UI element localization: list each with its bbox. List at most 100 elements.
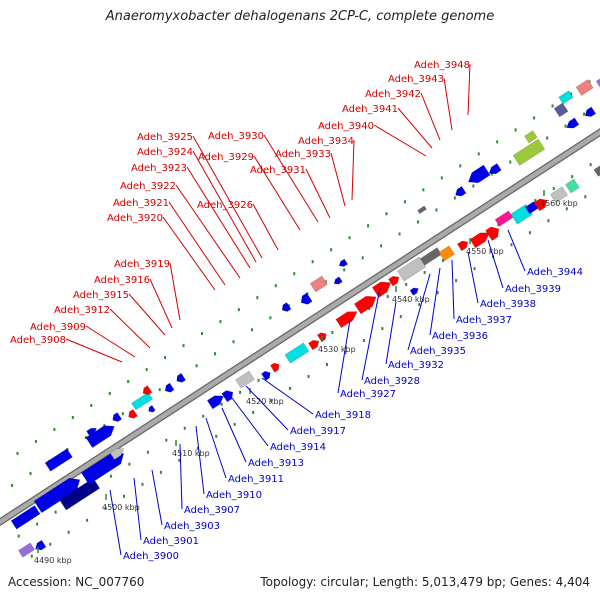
gene-shape	[595, 75, 600, 90]
gene-shape	[221, 390, 234, 403]
track-guide-dot	[306, 292, 309, 296]
tick-label: 4550 kbp	[466, 247, 504, 256]
track-guide-dot	[361, 256, 364, 260]
gene-feature	[18, 542, 35, 558]
leader-line	[151, 469, 163, 526]
gene-label: Adeh_3944	[527, 267, 583, 278]
gene-feature	[148, 405, 156, 413]
track-guide-dot	[362, 339, 365, 343]
track-guide-dot	[270, 398, 273, 402]
gene-feature	[300, 292, 313, 305]
leader-line	[451, 259, 455, 320]
leader-line	[305, 168, 331, 219]
gene-feature	[438, 245, 455, 262]
gene-feature	[86, 427, 97, 437]
gene-label: Adeh_3935	[410, 346, 466, 357]
track-guide-dot	[510, 243, 513, 247]
gene-label: Adeh_3917	[290, 426, 346, 437]
gene-feature	[469, 232, 490, 249]
leader-line	[443, 77, 453, 131]
gene-label: Adeh_3911	[228, 474, 284, 485]
gene-shape	[457, 240, 469, 252]
track-guide-dot	[17, 534, 20, 538]
track-guide-dot	[121, 412, 124, 416]
gene-shape	[335, 311, 358, 329]
track-guide-dot	[565, 207, 568, 211]
track-guide-dot	[551, 104, 554, 108]
gene-shape	[10, 505, 41, 530]
track-guide-dot	[571, 175, 574, 179]
tick-label: 4540 kbp	[392, 295, 430, 304]
leader-line	[407, 273, 431, 351]
track-guide-dot	[146, 450, 149, 454]
leader-line	[261, 377, 314, 415]
leader-line	[385, 301, 397, 365]
gene-label: Adeh_3933	[275, 149, 331, 160]
track-guide-dot	[381, 327, 384, 331]
leader-line	[252, 203, 279, 251]
tick-label: 4520 kbp	[246, 397, 284, 406]
gene-label: Adeh_3938	[480, 299, 536, 310]
gene-feature	[335, 311, 358, 329]
gene-label: Adeh_3930	[208, 131, 264, 142]
gene-feature	[397, 256, 427, 282]
gene-feature	[494, 210, 514, 227]
tick-label: 4560 kbp	[540, 199, 578, 208]
track-guide-dot	[385, 212, 388, 216]
gene-feature	[270, 362, 280, 373]
track-guide-dot	[477, 152, 480, 156]
track-guide-dot	[583, 112, 586, 116]
gene-shape	[148, 405, 156, 413]
track-guide-dot	[436, 291, 439, 295]
track-guide-dot	[588, 80, 591, 84]
track-guide-dot	[11, 484, 14, 488]
gene-shape	[533, 198, 548, 212]
gene-label: Adeh_3909	[30, 322, 86, 333]
gene-shape	[565, 178, 580, 194]
track-guide-dot	[182, 344, 185, 348]
gene-feature	[206, 395, 224, 410]
gene-label: Adeh_3927	[340, 389, 396, 400]
track-guide-dot	[250, 328, 253, 332]
leader-line	[420, 92, 441, 141]
gene-label: Adeh_3934	[298, 136, 354, 147]
leader-line	[337, 319, 351, 394]
leader-line	[65, 338, 123, 363]
genome-backbone	[0, 129, 600, 525]
gene-shape	[164, 382, 175, 393]
gene-feature	[164, 382, 175, 393]
track-guide-dot	[108, 392, 111, 396]
gene-label: Adeh_3915	[73, 290, 129, 301]
track-guide-dot	[233, 422, 236, 426]
gene-feature	[566, 117, 580, 129]
track-guide-dot	[202, 414, 205, 418]
leader-line	[263, 134, 319, 223]
gene-label: Adeh_3941	[342, 104, 398, 115]
track-guide-dot	[453, 196, 456, 200]
leader-line	[192, 150, 257, 263]
track-guide-dot	[311, 260, 314, 264]
gene-shape	[18, 542, 35, 558]
gene-label: Adeh_3914	[270, 442, 326, 453]
gene-label: Adeh_3913	[248, 458, 304, 469]
gene-label: Adeh_3943	[388, 74, 444, 85]
track-guide-dot	[30, 554, 33, 558]
gene-label: Adeh_3921	[113, 198, 169, 209]
gene-feature	[112, 412, 122, 422]
track-guide-dot	[257, 378, 260, 382]
track-guide-dot	[343, 268, 346, 272]
track-guide-dot	[422, 188, 425, 192]
track-guide-dot	[165, 438, 168, 442]
gene-shape	[86, 427, 97, 437]
gene-shape	[494, 210, 514, 227]
track-guide-dot	[435, 208, 438, 212]
gene-shape	[142, 385, 153, 396]
track-guide-dot	[344, 351, 347, 355]
track-guide-dot	[293, 272, 296, 276]
gene-shape	[338, 258, 348, 267]
leader-line	[109, 489, 122, 556]
gene-feature	[59, 477, 101, 511]
leader-line	[149, 278, 173, 329]
gene-label: Adeh_3918	[315, 410, 371, 421]
gene-feature	[35, 539, 47, 551]
